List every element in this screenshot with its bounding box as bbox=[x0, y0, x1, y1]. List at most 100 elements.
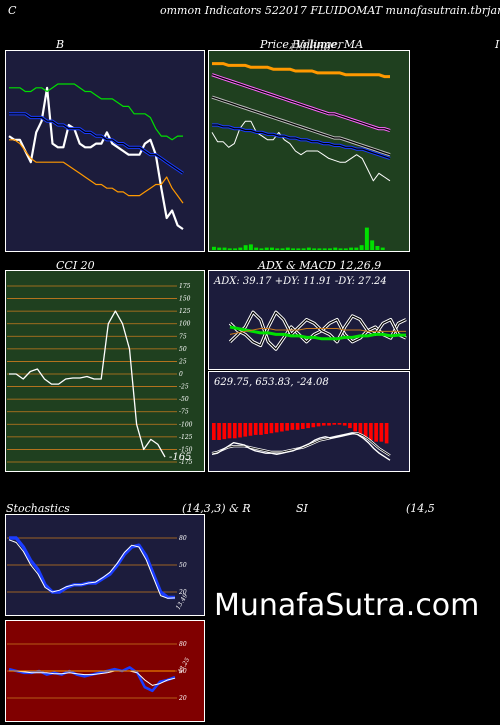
volume-bar bbox=[217, 247, 222, 250]
cci-tick-label: 150 bbox=[179, 296, 191, 303]
volume-bar bbox=[280, 248, 285, 250]
volume-bar bbox=[333, 247, 338, 250]
volume-bar bbox=[317, 248, 322, 250]
macd-histogram-bar bbox=[295, 423, 300, 430]
bb-close-line bbox=[8, 86, 184, 231]
cci-tick-label: -50 bbox=[179, 396, 189, 403]
rsi-params: (14,5 bbox=[406, 502, 435, 515]
macd-histogram-bar bbox=[290, 423, 295, 430]
adx-line bbox=[229, 325, 406, 341]
macd-histogram-bar bbox=[321, 423, 326, 426]
rsi-smooth-line bbox=[9, 670, 176, 686]
bb-middle-line-inner bbox=[9, 113, 184, 174]
macd-histogram-bar bbox=[342, 423, 347, 426]
volume-bar bbox=[291, 248, 296, 250]
stoch-tick-label: 50 bbox=[179, 562, 187, 569]
stoch-d-line bbox=[8, 539, 176, 599]
price-ma-orange-line bbox=[212, 62, 390, 79]
volume-bar bbox=[301, 248, 306, 250]
cci-tick-label: -125 bbox=[179, 434, 193, 441]
macd-histogram-bar bbox=[232, 423, 237, 439]
volume-bar bbox=[233, 248, 238, 250]
bollinger-panel bbox=[5, 50, 205, 252]
rsi-title: SI bbox=[296, 502, 308, 515]
volume-bar bbox=[343, 248, 348, 250]
macd-panel: 629.75, 653.83, -24.08 bbox=[208, 371, 410, 472]
macd-readout: 629.75, 653.83, -24.08 bbox=[214, 377, 329, 388]
adx-minus-di-line-inner bbox=[229, 311, 407, 347]
volume-bar bbox=[248, 244, 253, 250]
volume-bar bbox=[354, 247, 359, 250]
cci-panel: 175 150 125 100 75 50 25 0 -25 -50 -75 -100 -125 -150… bbox=[5, 270, 205, 472]
adx-panel: ADX: 39.17 +DY: 11.91 -DY: 27.24 bbox=[208, 270, 410, 370]
volume-bar bbox=[285, 247, 290, 250]
bb-lower-line bbox=[9, 139, 184, 204]
stoch-title: Stochastics bbox=[6, 502, 70, 515]
macd-histogram-bar bbox=[379, 423, 384, 442]
cci-tick-label: 100 bbox=[179, 321, 191, 328]
volume-bar bbox=[275, 248, 280, 250]
bollinger-title: B bbox=[56, 38, 65, 51]
macd-histogram-bar bbox=[269, 423, 274, 434]
macd-histogram-bar bbox=[222, 423, 227, 440]
volume-bar bbox=[264, 247, 269, 250]
macd-histogram-bar bbox=[259, 423, 263, 435]
cci-tick-label: -25 bbox=[179, 384, 189, 391]
cci-tick-label: -150 bbox=[179, 446, 193, 453]
volume-bar bbox=[222, 247, 227, 250]
macd-histogram-bar bbox=[348, 423, 352, 429]
macd-histogram-bar bbox=[327, 423, 331, 426]
macd-histogram-bar bbox=[301, 423, 305, 429]
volume-bar bbox=[375, 246, 380, 250]
volume-bar bbox=[322, 248, 327, 250]
price-ma-magenta-line-inner bbox=[211, 74, 391, 132]
price-overlap-text: Bollinger bbox=[292, 38, 344, 51]
stoch-tick-label: 20 bbox=[178, 589, 187, 596]
cci-tick-label: -100 bbox=[179, 421, 193, 428]
macd-histogram-bar bbox=[363, 423, 368, 439]
macd-histogram-bar bbox=[243, 423, 248, 437]
volume-bar bbox=[312, 248, 317, 250]
macd-histogram-bar bbox=[253, 423, 258, 435]
price-panel bbox=[208, 50, 410, 252]
volume-bar bbox=[259, 248, 264, 250]
cci-tick-label: -75 bbox=[179, 409, 189, 416]
macd-histogram-bar bbox=[217, 423, 221, 440]
macd-line bbox=[211, 432, 391, 461]
cci-tick-label: 75 bbox=[179, 333, 187, 340]
macd-histogram-bar bbox=[280, 423, 284, 432]
volume-bar bbox=[380, 247, 385, 250]
cci-tick-label: 125 bbox=[179, 308, 191, 315]
bb-upper-line bbox=[9, 83, 183, 141]
stoch-tick-label: 80 bbox=[179, 535, 187, 542]
volume-bar bbox=[306, 247, 311, 250]
cci-tick-label: 25 bbox=[178, 358, 187, 365]
header-title: ommon Indicators 522017 FLUIDOMAT munafa… bbox=[160, 4, 500, 17]
stoch-params: (14,3,3) & R bbox=[182, 502, 251, 515]
price-ma-gray-line-inner bbox=[211, 96, 391, 156]
macd-histogram-bar bbox=[238, 423, 242, 438]
price-title: Price, Volume, MA bbox=[260, 38, 364, 51]
volume-bar bbox=[338, 248, 343, 250]
volume-bar bbox=[349, 247, 354, 250]
watermark: MunafaSutra.com bbox=[214, 588, 480, 623]
volume-bar bbox=[328, 248, 332, 250]
macd-histogram-bar bbox=[337, 423, 342, 425]
macd-histogram-bar bbox=[248, 423, 253, 436]
cci-value-label: -165 bbox=[169, 452, 191, 463]
volume-bar bbox=[238, 247, 243, 250]
adx-readout: ADX: 39.17 +DY: 11.91 -DY: 27.24 bbox=[213, 276, 387, 287]
rsi-tick-label: 50 bbox=[179, 668, 187, 675]
macd-histogram-bar bbox=[353, 423, 358, 432]
price-close-line bbox=[211, 120, 391, 182]
volume-bar bbox=[212, 246, 216, 250]
volume-bar bbox=[364, 227, 369, 250]
cci-tick-label: 0 bbox=[179, 371, 183, 378]
bollinger-right-letter: I bbox=[495, 38, 500, 51]
cci-title: CCI 20 bbox=[56, 259, 95, 272]
rsi-tick-label: 80 bbox=[179, 641, 187, 648]
volume-bar bbox=[254, 247, 259, 250]
